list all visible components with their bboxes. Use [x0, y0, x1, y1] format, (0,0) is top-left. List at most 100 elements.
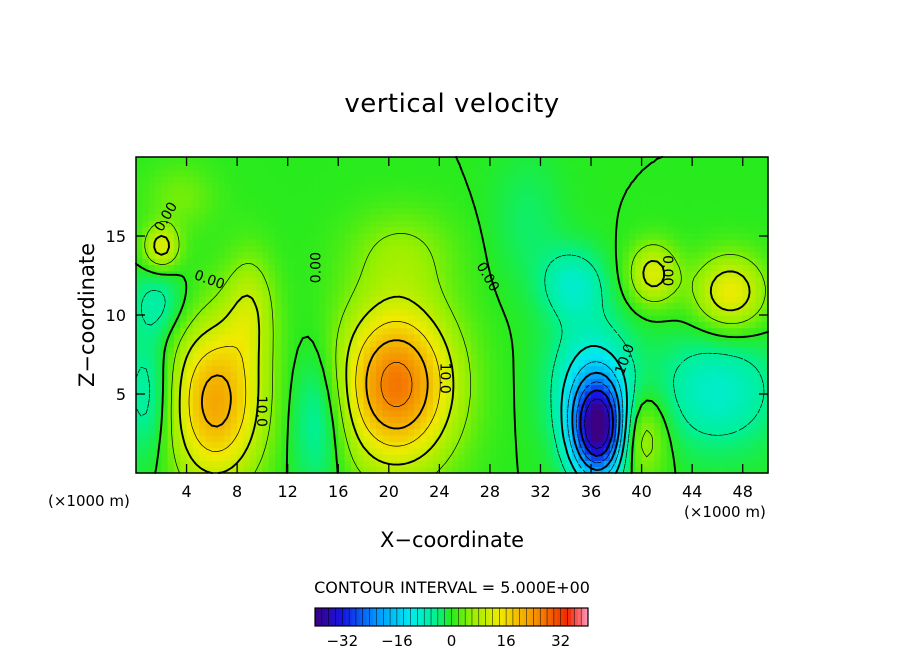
heatmap-cell: [546, 435, 554, 442]
heatmap-cell: [559, 213, 567, 221]
heatmap-cell: [508, 441, 516, 449]
heatmap-cell: [749, 346, 756, 354]
heatmap-cell: [496, 384, 504, 392]
heatmap-cell: [407, 454, 415, 461]
heatmap-cell: [426, 321, 434, 329]
heatmap-cell: [742, 182, 750, 190]
heatmap-cell: [546, 270, 554, 278]
heatmap-cell: [357, 333, 365, 341]
heatmap-cell: [243, 289, 251, 297]
heatmap-cell: [218, 397, 226, 405]
heatmap-cell: [483, 220, 491, 228]
heatmap-cell: [338, 277, 346, 284]
heatmap-cell: [414, 378, 421, 386]
heatmap-cell: [527, 454, 535, 461]
heatmap-cell: [711, 441, 719, 449]
heatmap-cell: [527, 245, 535, 253]
heatmap-cell: [237, 428, 245, 436]
heatmap-cell: [142, 466, 150, 474]
heatmap-cell: [268, 277, 276, 284]
heatmap-cell: [704, 371, 712, 379]
heatmap-cell: [395, 346, 403, 354]
heatmap-cell: [319, 327, 327, 335]
heatmap-cell: [515, 188, 523, 196]
heatmap-cell: [749, 296, 756, 303]
heatmap-cell: [470, 163, 478, 171]
heatmap-cell: [407, 277, 415, 284]
heatmap-cell: [761, 251, 769, 259]
heatmap-cell: [363, 315, 371, 322]
heatmap-cell: [363, 207, 371, 215]
heatmap-cell: [224, 182, 232, 190]
heatmap-cell: [540, 447, 548, 455]
heatmap-cell: [439, 441, 447, 449]
heatmap-cell: [723, 175, 731, 183]
heatmap-cell: [306, 207, 314, 215]
heatmap-cell: [218, 169, 226, 177]
heatmap-cell: [572, 428, 579, 436]
heatmap-cell: [591, 321, 598, 329]
heatmap-cell: [685, 239, 693, 247]
heatmap-cell: [414, 359, 421, 367]
heatmap-cell: [660, 333, 668, 341]
heatmap-cell: [414, 283, 421, 291]
heatmap-cell: [508, 416, 516, 424]
heatmap-cell: [477, 327, 485, 335]
heatmap-cell: [439, 239, 447, 247]
heatmap-cell: [591, 397, 598, 405]
heatmap-cell: [401, 308, 409, 316]
heatmap-cell: [654, 409, 662, 417]
heatmap-cell: [477, 384, 485, 392]
heatmap-cell: [192, 327, 200, 335]
heatmap-cell: [287, 321, 295, 329]
heatmap-cell: [546, 213, 554, 221]
heatmap-cell: [717, 454, 725, 461]
heatmap-cell: [369, 460, 377, 468]
heatmap-cell: [433, 277, 440, 284]
heatmap-cell: [458, 416, 466, 424]
heatmap-cell: [660, 264, 668, 272]
heatmap-cell: [761, 346, 769, 354]
heatmap-cell: [407, 169, 415, 177]
heatmap-cell: [420, 182, 428, 190]
heatmap-cell: [294, 163, 301, 171]
heatmap-cell: [578, 308, 586, 316]
heatmap-cell: [344, 283, 352, 291]
heatmap-cell: [591, 346, 598, 354]
heatmap-cell: [300, 245, 308, 253]
heatmap-cell: [452, 277, 459, 284]
heatmap-cell: [218, 220, 226, 228]
heatmap-cell: [692, 359, 700, 367]
heatmap-cell: [420, 333, 428, 341]
heatmap-cell: [470, 213, 478, 221]
heatmap-cell: [711, 194, 719, 202]
heatmap-cell: [426, 163, 434, 171]
heatmap-cell: [521, 441, 529, 449]
heatmap-cell: [628, 333, 636, 341]
heatmap-cell: [218, 258, 226, 266]
heatmap-cell: [319, 308, 327, 316]
heatmap-cell: [344, 245, 352, 253]
heatmap-cell: [546, 207, 554, 215]
heatmap-cell: [692, 333, 700, 341]
heatmap-cell: [660, 207, 668, 215]
heatmap-cell: [167, 175, 175, 183]
heatmap-cell: [281, 194, 289, 202]
heatmap-cell: [414, 175, 421, 183]
heatmap-cell: [749, 245, 756, 253]
heatmap-cell: [622, 220, 630, 228]
heatmap-cell: [161, 213, 169, 221]
heatmap-cell: [692, 239, 700, 247]
heatmap-cell: [382, 289, 390, 297]
heatmap-cell: [508, 220, 516, 228]
heatmap-cell: [331, 416, 339, 424]
heatmap-cell: [742, 371, 750, 379]
heatmap-cell: [578, 182, 586, 190]
heatmap-cell: [445, 245, 453, 253]
heatmap-cell: [698, 447, 706, 455]
heatmap-cell: [584, 378, 592, 386]
heatmap-cell: [256, 428, 263, 436]
heatmap-cell: [180, 327, 188, 335]
heatmap-cell: [256, 277, 263, 284]
heatmap-cell: [692, 182, 700, 190]
